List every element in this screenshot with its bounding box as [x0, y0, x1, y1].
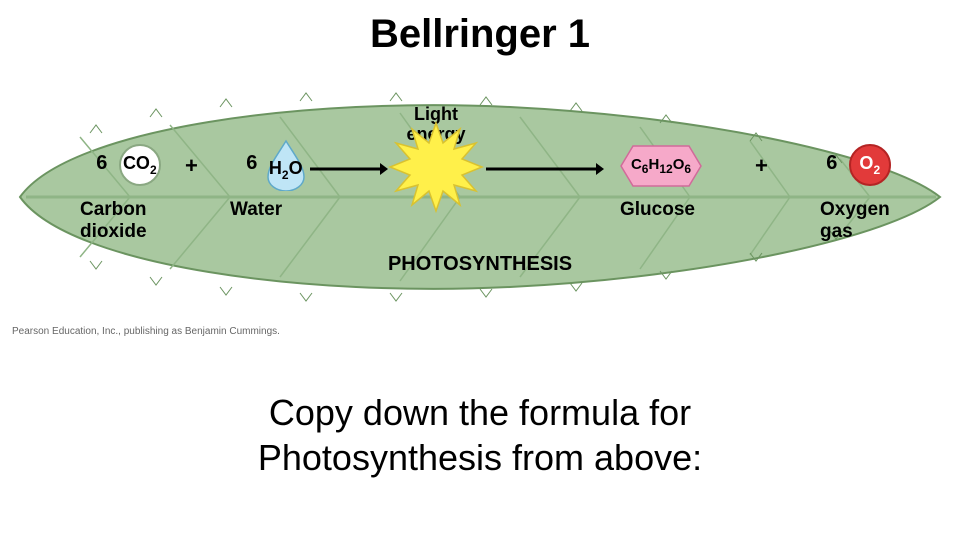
- o2-formula: O2: [859, 153, 880, 177]
- process-label: PHOTOSYNTHESIS: [10, 253, 950, 276]
- diagram-overlay: Light energy 6 CO2 + 6: [10, 77, 950, 317]
- name-glucose: Glucose: [620, 199, 695, 221]
- plus-products: +: [755, 153, 768, 179]
- product-o2: 6 O2: [810, 141, 910, 189]
- name-carbon-dioxide: Carbondioxide: [80, 199, 147, 243]
- h2o-coef: 6: [246, 152, 257, 174]
- co2-coef: 6: [96, 152, 107, 174]
- o2-coef: 6: [826, 152, 837, 174]
- h2o-shape: H2O: [266, 139, 306, 191]
- name-water: Water: [230, 199, 282, 221]
- light-starburst: [388, 119, 484, 215]
- instruction-line-2: Photosynthesis from above:: [258, 437, 702, 478]
- photosynthesis-diagram: Light energy 6 CO2 + 6: [10, 77, 950, 317]
- arrow-to-light: [310, 161, 388, 177]
- product-glucose: C6H12O6: [606, 143, 716, 189]
- instruction-text: Copy down the formula for Photosynthesis…: [0, 390, 960, 480]
- co2-formula: CO2: [123, 153, 157, 177]
- name-oxygen: Oxygengas: [820, 199, 890, 243]
- arrow-to-products: [486, 161, 604, 177]
- o2-shape: O2: [846, 141, 894, 189]
- glucose-formula: C6H12O6: [631, 156, 691, 176]
- page-title: Bellringer 1: [0, 0, 960, 57]
- reactant-co2: 6 CO2: [80, 141, 180, 189]
- credit-text: Pearson Education, Inc., publishing as B…: [12, 326, 280, 337]
- glucose-shape: C6H12O6: [619, 143, 703, 189]
- co2-shape: CO2: [116, 141, 164, 189]
- instruction-line-1: Copy down the formula for: [269, 392, 691, 433]
- plus-reactants: +: [185, 153, 198, 179]
- formula-row: 6 CO2 + 6 H2O: [10, 135, 950, 195]
- h2o-formula: H2O: [269, 158, 303, 182]
